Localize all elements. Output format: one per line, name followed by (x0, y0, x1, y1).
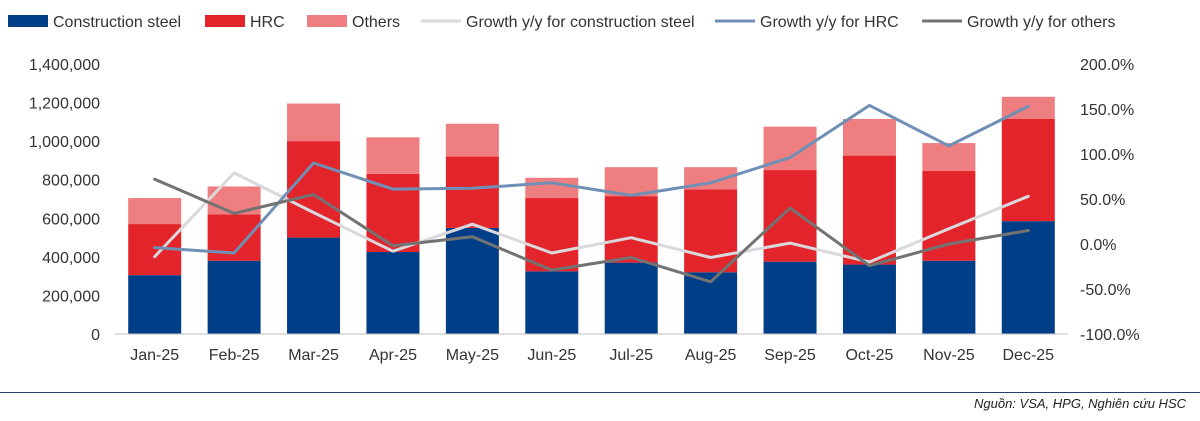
bar-others (445, 123, 499, 157)
bar-construction-steel (604, 262, 658, 334)
x-axis-tick-label: Nov-25 (923, 347, 975, 364)
x-axis-tick-label: Jan-25 (130, 347, 179, 364)
legend-label: Growth y/y for others (967, 14, 1116, 31)
x-axis-tick-label: Apr-25 (369, 347, 417, 364)
left-axis-tick-label: 800,000 (42, 173, 100, 190)
right-axis-tick-label: 200.0% (1080, 57, 1134, 74)
bar-construction-steel (763, 261, 817, 334)
x-axis-tick-label: May-25 (446, 347, 499, 364)
bar-others (525, 177, 579, 199)
legend-swatch-bar (205, 15, 245, 27)
line-growth-y-y-for-others (153, 177, 1030, 284)
left-axis-tick-label: 1,000,000 (29, 134, 100, 151)
left-axis-tick-label: 200,000 (42, 288, 100, 305)
bar-hrc (842, 155, 896, 265)
bar-construction-steel (1001, 221, 1055, 334)
bar-construction-steel (128, 275, 182, 334)
stacked-bar-line-chart: 0 200,000 400,000 600,000 800,000 1,000,000 1,… (8, 14, 1140, 364)
bar-hrc (604, 196, 658, 263)
x-axis-tick-label: Dec-25 (1003, 347, 1055, 364)
bar-hrc (525, 198, 579, 272)
bar-hrc (1001, 118, 1055, 222)
bar-construction-steel (922, 260, 976, 334)
legend-label: Others (352, 14, 400, 31)
legend-label: Growth y/y for construction steel (466, 14, 695, 31)
x-axis-tick-label: Sep-25 (764, 347, 816, 364)
legend-label: HRC (250, 14, 285, 31)
x-axis-tick-label: Mar-25 (288, 347, 339, 364)
legend-label: Growth y/y for HRC (760, 14, 899, 31)
x-axis-tick-label: Aug-25 (685, 347, 737, 364)
bar-others (366, 137, 420, 174)
right-axis-tick-label: -100.0% (1080, 327, 1140, 344)
left-axis-tick-label: 1,400,000 (29, 57, 100, 74)
legend-label: Construction steel (53, 14, 181, 31)
bar-construction-steel (366, 252, 420, 334)
line-growth-y-y-for-hrc (153, 103, 1030, 255)
bar-construction-steel (207, 260, 261, 334)
x-axis-tick-label: Feb-25 (209, 347, 260, 364)
left-axis-tick-label: 600,000 (42, 211, 100, 228)
bar-construction-steel (525, 271, 579, 334)
x-axis-tick-label: Jul-25 (609, 347, 653, 364)
bar-others (922, 143, 976, 172)
bar-construction-steel (287, 237, 341, 334)
legend-swatch-bar (307, 15, 347, 27)
bar-hrc (445, 156, 499, 228)
left-axis-tick-label: 1,200,000 (29, 96, 100, 113)
bar-others (287, 103, 341, 142)
divider-line (0, 392, 1200, 393)
left-axis-tick-label: 0 (91, 327, 100, 344)
x-axis-tick-label: Jun-25 (527, 347, 576, 364)
source-note: Nguồn: VSA, HPG, Nghiên cứu HSC (974, 396, 1186, 411)
line-growth-y-y-for-construction-steel (153, 171, 1030, 264)
left-axis-tick-label: 400,000 (42, 250, 100, 267)
right-axis-tick-label: 150.0% (1080, 102, 1134, 119)
right-axis-tick-label: 100.0% (1080, 147, 1134, 164)
right-axis-tick-label: -50.0% (1080, 282, 1131, 299)
bar-hrc (366, 173, 420, 253)
bar-others (128, 198, 182, 225)
right-axis-tick-label: 50.0% (1080, 192, 1125, 209)
right-axis-tick-label: 0.0% (1080, 237, 1116, 254)
bar-construction-steel (842, 264, 896, 334)
bar-hrc (922, 171, 976, 261)
bar-hrc (684, 189, 738, 273)
x-axis-tick-label: Oct-25 (845, 347, 893, 364)
legend-swatch-bar (8, 15, 48, 27)
bar-others (842, 118, 896, 156)
